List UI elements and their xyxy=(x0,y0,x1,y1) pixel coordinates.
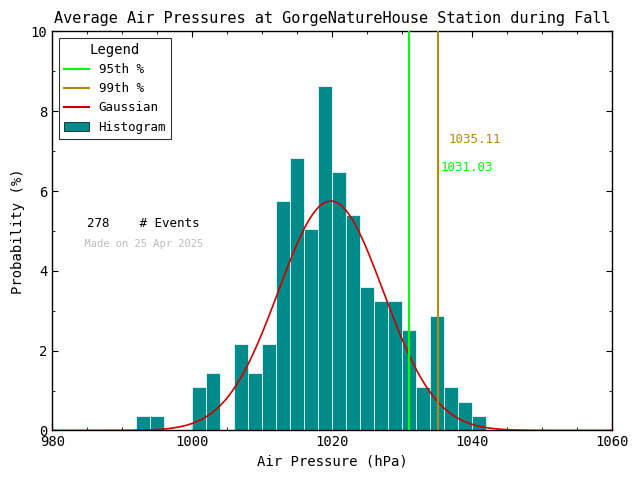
Bar xyxy=(150,416,164,431)
Bar xyxy=(248,373,262,431)
Bar xyxy=(206,373,220,431)
Bar xyxy=(192,387,206,431)
Bar xyxy=(458,402,472,431)
Bar xyxy=(234,344,248,431)
Bar xyxy=(388,301,402,431)
Bar xyxy=(430,315,444,431)
Bar xyxy=(136,416,150,431)
Bar xyxy=(472,416,486,431)
Title: Average Air Pressures at GorgeNatureHouse Station during Fall: Average Air Pressures at GorgeNatureHous… xyxy=(54,11,611,26)
Text: 278    # Events: 278 # Events xyxy=(72,217,200,230)
X-axis label: Air Pressure (hPa): Air Pressure (hPa) xyxy=(257,455,408,469)
Bar xyxy=(276,201,290,431)
Y-axis label: Probability (%): Probability (%) xyxy=(11,168,25,294)
Bar xyxy=(290,158,304,431)
Legend: 95th %, 99th %, Gaussian, Histogram: 95th %, 99th %, Gaussian, Histogram xyxy=(58,38,171,139)
Bar xyxy=(444,387,458,431)
Bar xyxy=(332,172,346,431)
Bar xyxy=(374,301,388,431)
Bar xyxy=(318,86,332,431)
Bar xyxy=(360,287,374,431)
Bar xyxy=(346,215,360,431)
Text: 1031.03: 1031.03 xyxy=(440,161,493,174)
Bar xyxy=(304,229,318,431)
Text: 1035.11: 1035.11 xyxy=(449,133,501,146)
Bar xyxy=(402,330,416,431)
Bar xyxy=(416,387,430,431)
Bar xyxy=(262,344,276,431)
Text: Made on 25 Apr 2025: Made on 25 Apr 2025 xyxy=(72,239,203,249)
